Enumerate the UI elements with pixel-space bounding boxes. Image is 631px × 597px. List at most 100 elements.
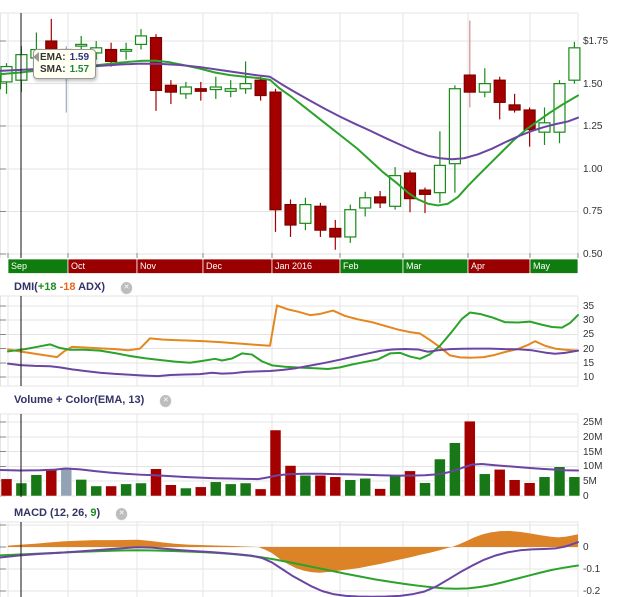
volume-close-icon[interactable]: ✕ [160,395,172,406]
candle-body [254,79,267,97]
candle-body [344,209,357,238]
candle-body [75,43,88,47]
y-axis-tick-label: 25 [583,329,595,341]
candle-body [403,172,417,200]
candle-body [418,189,432,195]
volume-bar [314,475,327,497]
y-axis-tick-label: 20 [583,343,595,355]
volume-panel-title: Volume + Color(EMA, 13) ✕ [14,394,172,407]
candle-body [284,203,297,226]
volume-bar [0,478,13,497]
y-axis-tick-label: 10M [583,461,603,473]
dmi-title-part: +18 [37,281,57,293]
volume-bar [60,467,73,497]
candle-body [299,203,312,224]
volume-bar [284,465,297,497]
dmi-title-part: DMI( [14,281,38,293]
volume-bar [210,481,222,497]
volume-bar [224,483,237,497]
sma-value: 1.57 [69,64,90,75]
volume-bar [135,482,147,497]
candle-body [478,82,491,93]
volume-bar [120,483,132,497]
y-axis-tick-label: 15M [583,446,603,458]
month-label: Feb [343,261,359,271]
volume-bar [344,479,357,497]
volume-bar [195,486,207,497]
ema-value: 1.59 [69,52,90,63]
volume-bar [180,487,192,497]
candle-body [119,48,133,52]
month-label: May [533,261,551,271]
volume-bar [523,482,536,497]
macd-panel-title: MACD (12, 26, 9) ✕ [14,507,128,520]
candle-body [224,88,237,92]
month-label: Nov [140,261,157,271]
y-axis-tick-label: 15 [583,357,595,369]
month-label: Oct [71,261,86,271]
y-axis-tick-label: 35 [583,301,595,312]
y-axis-tick-label: $1.75 [583,36,609,47]
sma-label: SMA: [40,64,66,75]
dmi-title-text: DMI(+18 -18 ADX) [14,281,105,294]
volume-bar [254,488,267,497]
month-label: Apr [471,261,486,271]
month-label: Mar [406,261,422,271]
macd-close-icon[interactable]: ✕ [116,508,128,519]
dmi-close-icon[interactable]: ✕ [121,282,133,293]
volume-bar [553,466,566,497]
macd-title-part: MACD (12, 26, [14,507,91,519]
dmi-title-part: ADX) [75,281,106,293]
candle-body [359,197,372,209]
volume-bar [538,476,551,497]
candle-body [194,88,207,92]
candle-body [179,86,192,95]
y-axis-tick-label: 1.50 [583,78,603,90]
volume-bar [45,469,58,497]
macd-title-part: 9 [90,507,97,519]
volume-bar [389,475,401,497]
volume-bar [269,429,282,497]
y-axis-tick-label: 1.25 [583,121,603,133]
volume-bar [568,476,581,497]
y-axis-tick-label: -0.1 [583,564,601,575]
candle-body [433,164,446,194]
candle-body [209,86,222,91]
volume-bar [508,479,521,497]
y-axis-tick-label: 0 [583,542,589,553]
candle-body [553,82,566,133]
month-label: Sep [11,261,28,271]
y-axis-tick-label: -0.2 [583,586,601,597]
candle-body [389,175,402,207]
dmi-panel-title: DMI(+18 -18 ADX) ✕ [14,281,133,294]
candle-body [134,35,148,46]
moving-average-tooltip: EMA: 1.59 SMA: 1.57 [33,49,97,79]
volume-bar [75,479,87,497]
volume-title-text: Volume + Color(EMA, 13) [14,394,144,407]
tooltip-row-sma: SMA: 1.57 [40,64,89,76]
volume-bar [479,473,491,497]
volume-bar [464,420,476,497]
y-axis-tick-label: 5M [583,476,597,488]
volume-bar [374,488,386,497]
volume-bar [30,474,43,497]
tooltip-row-ema: EMA: 1.59 [40,52,89,64]
month-label: Jan 2016 [275,261,313,271]
y-axis-tick-label: 0.50 [583,249,603,260]
volume-bar [404,470,416,497]
volume-bar [105,485,117,497]
volume-bar [239,482,252,497]
volume-bar [493,469,506,497]
y-axis-tick-label: 10 [583,372,595,383]
ema-label: EMA: [40,52,66,63]
candle-body [448,88,461,165]
y-axis-tick-label: 0 [583,491,589,502]
volume-bar [329,476,342,497]
candle-body [463,74,476,93]
y-axis-tick-label: 30 [583,315,595,327]
month-label: Dec [206,261,223,271]
volume-title-part: Volume + Color(EMA, 13) [14,394,145,406]
candle-body [269,91,282,211]
